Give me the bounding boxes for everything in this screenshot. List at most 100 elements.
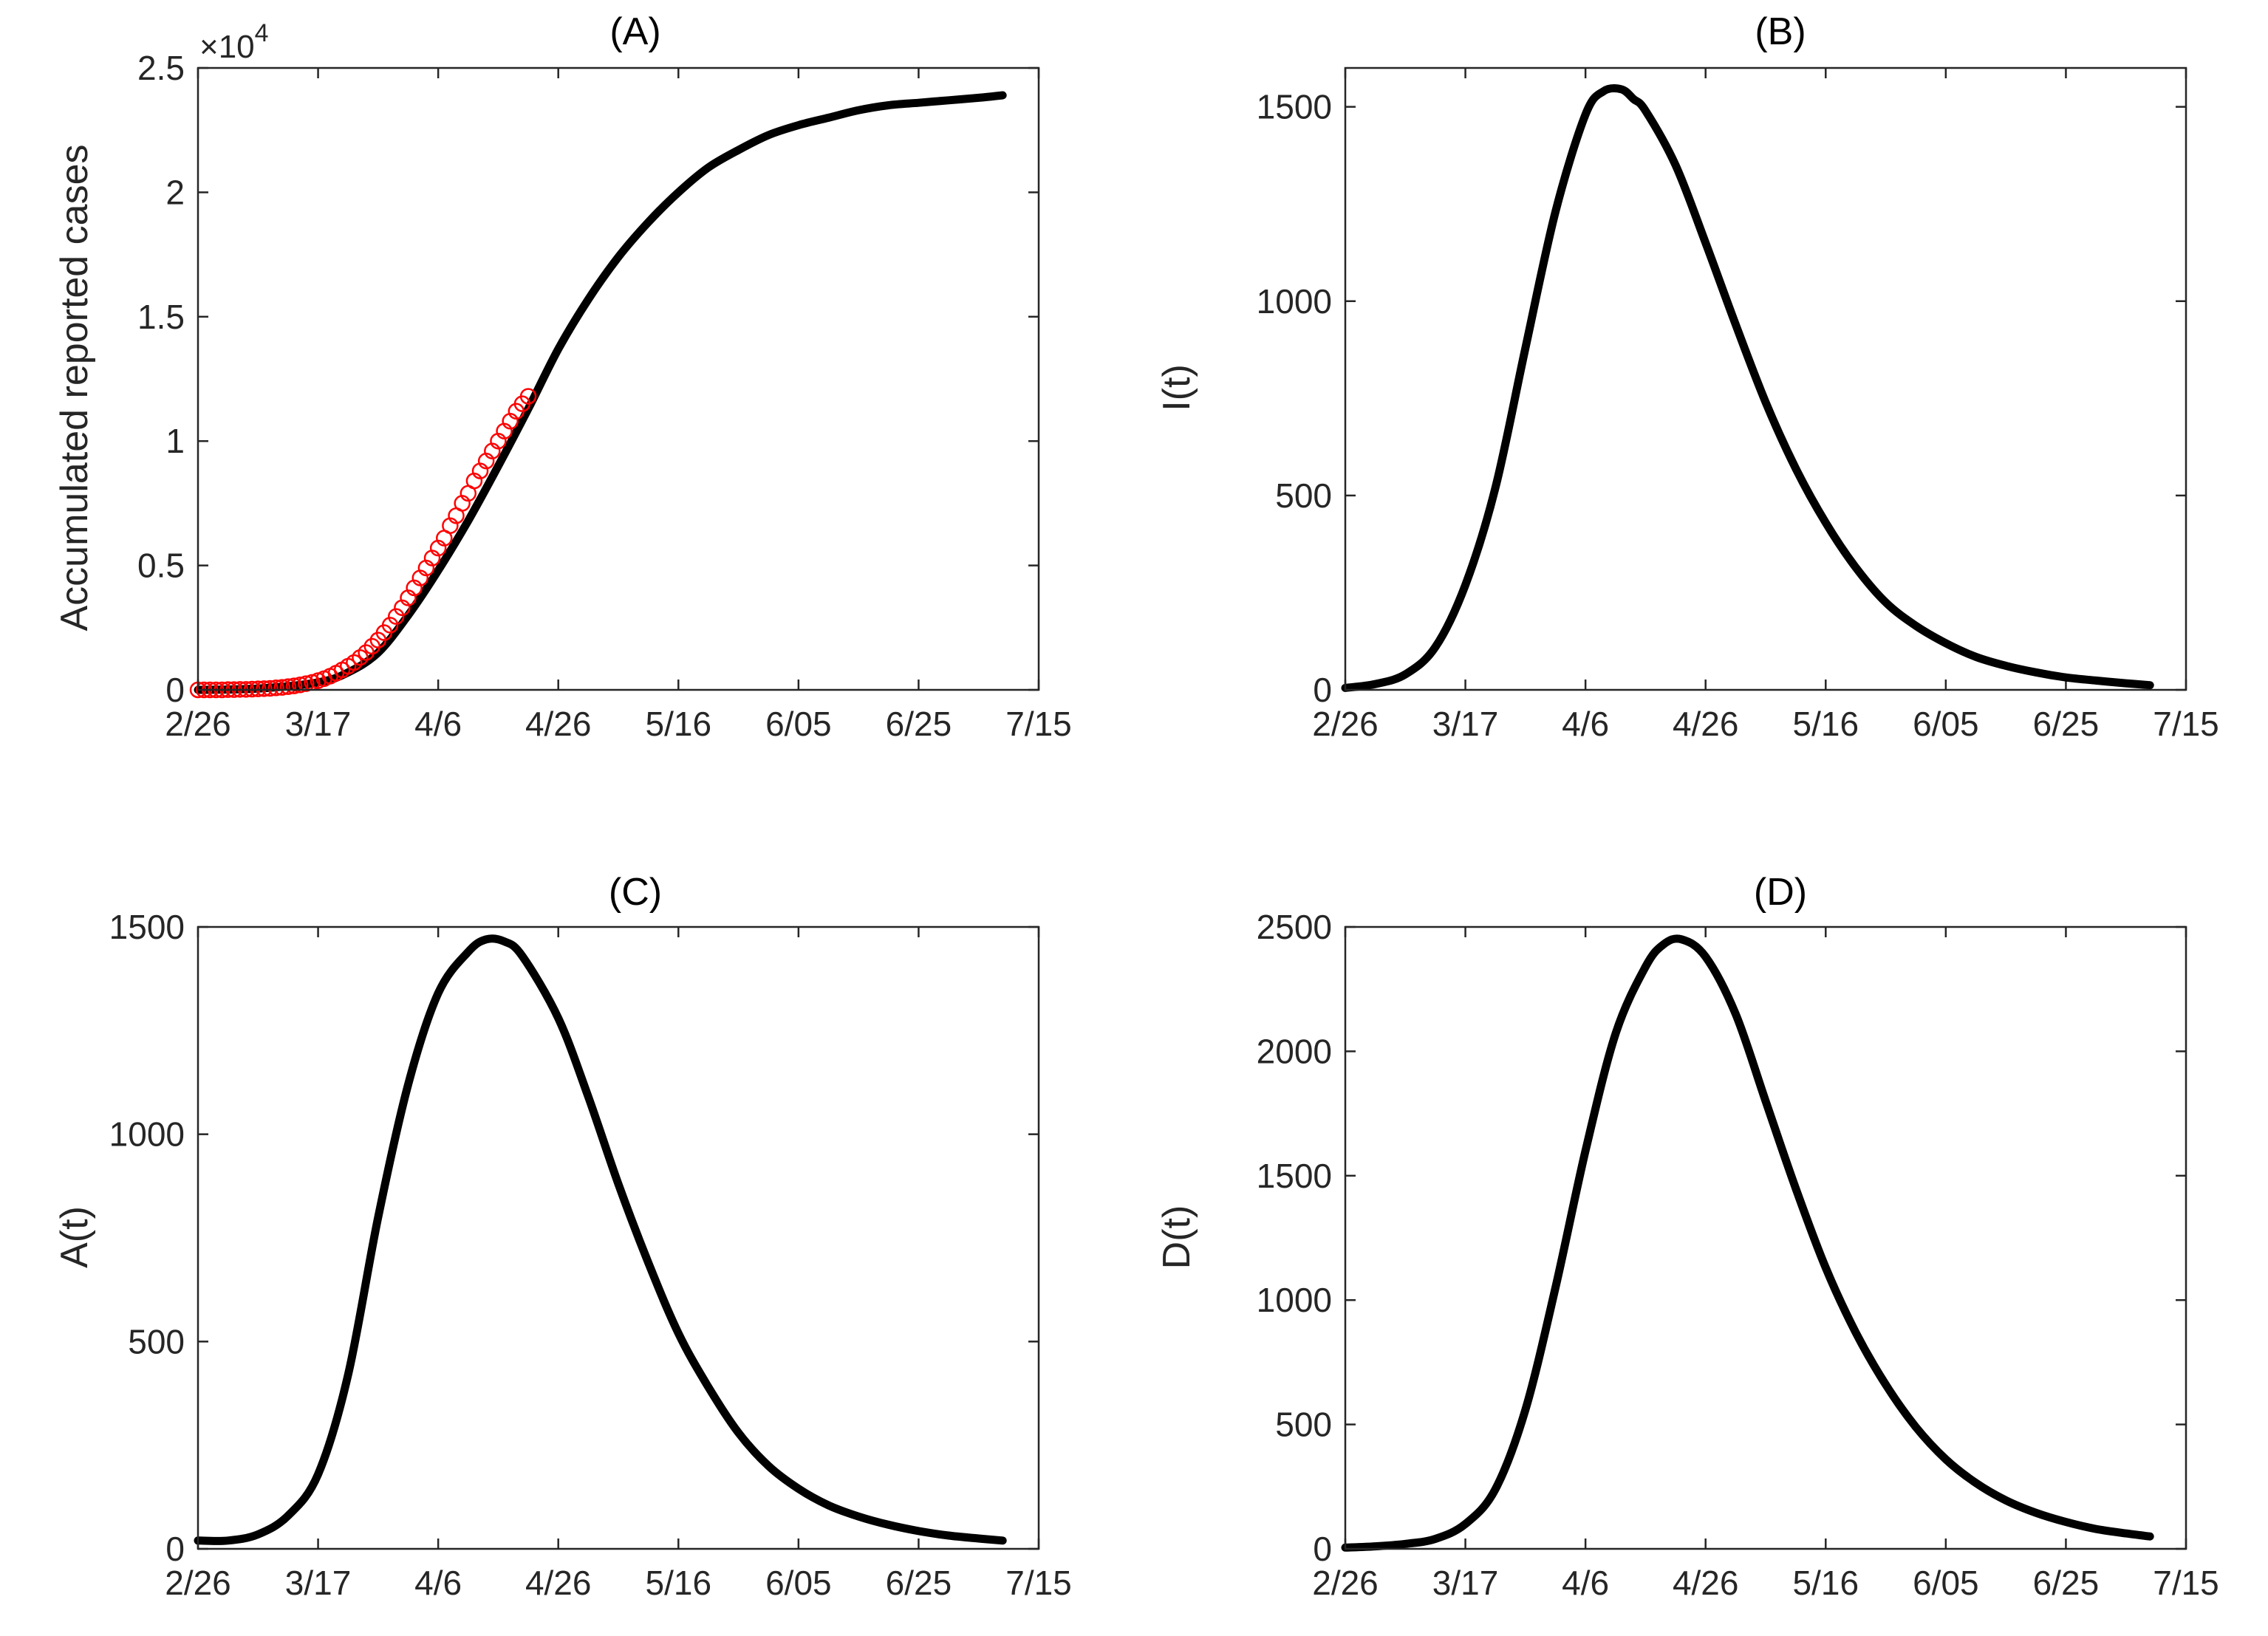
panel-a-data-point	[352, 648, 369, 666]
panel-a-data-point	[285, 677, 303, 694]
panel-b-ytick-label: 500	[1275, 476, 1332, 515]
panel-c-xtick-label: 4/6	[414, 1564, 462, 1602]
panel-a-ylabel: Accumulated reported cases	[53, 144, 96, 631]
panel-b-ytick-label: 1000	[1257, 282, 1332, 321]
panel-a-xtick-label: 6/25	[886, 705, 952, 743]
panel-b-axes-box	[1344, 66, 2187, 691]
panel-d-ticks: 2/26 3/17 4/6 4/26 5/16 6/05 6/25 7/15 0 500 1000 1…	[1257, 908, 2219, 1602]
panel-d-ytick-label: 1500	[1257, 1157, 1332, 1195]
panel-a-data-point	[250, 680, 267, 697]
panel-c-ytick-label: 500	[128, 1322, 185, 1361]
panel-b-xtick-label: 3/17	[1432, 705, 1499, 743]
panel-a-data-point	[262, 680, 279, 697]
panel-c-ticks: 2/26 3/17 4/6 4/26 5/16 6/05 6/25 7/15 0 500 1000 1…	[109, 908, 1072, 1602]
panel-a-ytick-label: 2.5	[137, 49, 185, 87]
panel-d-xtick-label: 2/26	[1312, 1564, 1379, 1602]
panel-d-plot-area	[1341, 934, 2154, 1552]
panel-b-xtick-label: 4/26	[1673, 705, 1739, 743]
panel-c-ytick-label: 1500	[109, 908, 185, 946]
panel-c-xtick-label: 3/17	[285, 1564, 352, 1602]
panel-a-data-point	[346, 654, 363, 671]
panel-b-ytick-label: 1500	[1257, 88, 1332, 126]
panel-c-xtick-label: 6/25	[886, 1564, 952, 1602]
panel-a-data-point	[381, 617, 399, 634]
panel-d-xtick-label: 6/05	[1913, 1564, 1979, 1602]
panel-d-ytick-label: 0	[1313, 1530, 1332, 1568]
panel-c-xtick-label: 7/15	[1005, 1564, 1072, 1602]
panel-a-xtick-label: 6/05	[765, 705, 832, 743]
panel-a-y-multiplier-base: ×10	[199, 29, 255, 65]
panel-a-xtick-label: 5/16	[646, 705, 712, 743]
panel-b-ylabel: I(t)	[1155, 364, 1198, 411]
panel-d-series-line	[1341, 934, 2154, 1552]
panel-c-title: (C)	[609, 871, 662, 914]
panel-a-data-point	[298, 675, 315, 692]
panel-a-xtick-label: 2/26	[165, 705, 231, 743]
panel-c-ylabel: A(t)	[53, 1206, 96, 1268]
panel-a-data-point	[363, 637, 380, 655]
panel-a-data-point	[279, 678, 297, 695]
panel-b-xtick-label: 7/15	[2153, 705, 2219, 743]
panel-a-data-point	[256, 680, 273, 697]
panel-a-ticks: 2/26 3/17 4/6 4/26 5/16 6/05 6/25 7/15 0 0.5 1 1.5 2…	[137, 49, 1072, 743]
panel-d-ytick-label: 500	[1275, 1406, 1332, 1444]
panel-a-data-point	[358, 644, 375, 661]
panel-b-ticks: 2/26 3/17 4/6 4/26 5/16 6/05 6/25 7/15 0 500 1000 1…	[1257, 68, 2219, 743]
panel-c-plot-area	[194, 934, 1007, 1545]
panel-c-series-line	[194, 934, 1007, 1545]
panel-a-ytick-label: 0	[165, 671, 185, 709]
panel-c-xtick-label: 6/05	[765, 1564, 832, 1602]
panel-c-xtick-label: 5/16	[646, 1564, 712, 1602]
panel-d-ytick-label: 2000	[1257, 1032, 1332, 1070]
panel-a-title: (A)	[609, 10, 660, 53]
panel-a-data-point	[387, 608, 405, 625]
panel-d-ylabel: D(t)	[1155, 1205, 1198, 1270]
panel-c-ytick-label: 1000	[109, 1115, 185, 1154]
panel-b-ytick-label: 0	[1313, 671, 1332, 709]
panel-a-ytick-label: 1	[165, 422, 185, 460]
panel-a-series-line	[194, 91, 1007, 694]
panel-a-ytick-label: 0.5	[137, 547, 185, 585]
panel-a-ytick-label: 1.5	[137, 298, 185, 336]
panel-b-series-line	[1341, 83, 2154, 692]
panel-c-axes-box	[197, 925, 1040, 1550]
panel-d-xtick-label: 3/17	[1432, 1564, 1499, 1602]
panel-a-xtick-label: 7/15	[1005, 705, 1072, 743]
panel-a-data-point	[519, 388, 537, 405]
panel-a-data-point	[291, 677, 309, 694]
panel-d-ytick-label: 1000	[1257, 1281, 1332, 1319]
panel-a: (A) Accumulated reported cases ×104 2/26…	[53, 10, 1072, 743]
panel-d-xtick-label: 7/15	[2153, 1564, 2219, 1602]
panel-c: (C) A(t) 2/26 3/17 4/6 4/26 5/16 6/05 6/25 7/15…	[53, 871, 1072, 1602]
panel-a-data-point	[267, 680, 284, 697]
panel-d-xtick-label: 5/16	[1793, 1564, 1859, 1602]
panel-a-ytick-label: 2	[165, 173, 185, 211]
panel-d-xtick-label: 4/26	[1673, 1564, 1739, 1602]
panel-a-xtick-label: 4/6	[414, 705, 462, 743]
panel-d-title: (D)	[1754, 871, 1807, 914]
panel-b-xtick-label: 6/05	[1913, 705, 1979, 743]
panel-c-xtick-label: 4/26	[525, 1564, 592, 1602]
panel-d-axes-box	[1344, 925, 2187, 1550]
panel-a-y-multiplier-exponent: 4	[255, 19, 269, 47]
panel-b: (B) I(t) 2/26 3/17 4/6 4/26 5/16 6/05 6/25 7/15…	[1155, 10, 2219, 743]
panel-a-axes-box	[197, 66, 1040, 691]
panel-b-xtick-label: 4/6	[1562, 705, 1609, 743]
panel-a-xtick-label: 3/17	[285, 705, 352, 743]
panel-b-title: (B)	[1755, 10, 1806, 53]
panel-d-xtick-label: 6/25	[2033, 1564, 2100, 1602]
panel-a-y-multiplier: ×104	[199, 19, 269, 65]
panel-b-xtick-label: 6/25	[2033, 705, 2100, 743]
panel-c-xtick-label: 2/26	[165, 1564, 231, 1602]
panel-b-xtick-label: 5/16	[1793, 705, 1859, 743]
panel-a-xtick-label: 4/26	[525, 705, 592, 743]
panel-a-plot-area	[189, 91, 1007, 699]
panel-c-ytick-label: 0	[165, 1530, 185, 1568]
panel-d-ytick-label: 2500	[1257, 908, 1332, 946]
panel-d-xtick-label: 4/6	[1562, 1564, 1609, 1602]
panel-a-data-point	[273, 679, 291, 696]
panel-b-xtick-label: 2/26	[1312, 705, 1379, 743]
panel-b-plot-area	[1341, 83, 2154, 692]
